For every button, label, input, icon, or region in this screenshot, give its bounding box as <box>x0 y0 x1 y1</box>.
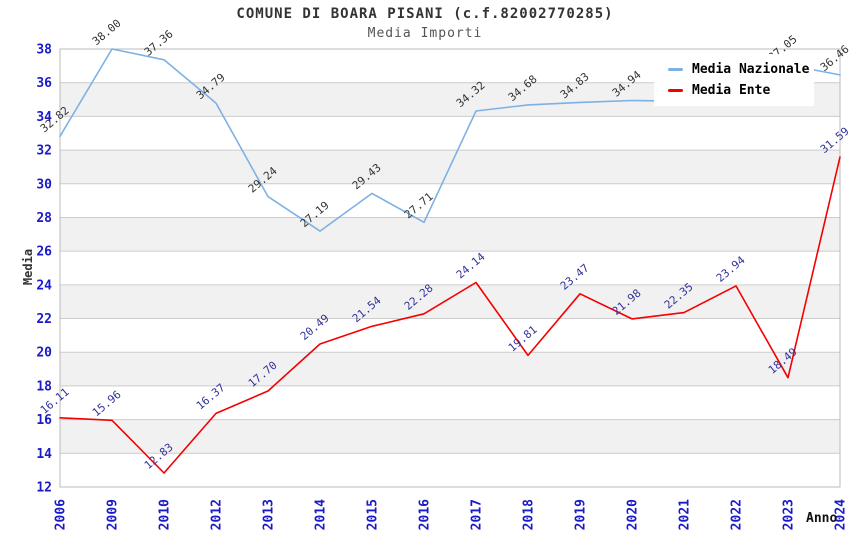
y-tick-label: 14 <box>36 447 52 462</box>
data-label: 24.14 <box>454 250 488 281</box>
y-tick-label: 36 <box>36 76 52 91</box>
y-tick-label: 22 <box>36 312 52 327</box>
y-tick-label: 34 <box>36 110 52 125</box>
plot-band <box>60 284 840 319</box>
x-tick-label: 2016 <box>418 499 433 530</box>
y-tick-label: 16 <box>36 413 52 428</box>
plot-band <box>60 217 840 252</box>
data-label: 36.46 <box>818 43 850 74</box>
data-label: 19.81 <box>506 323 540 354</box>
chart-title: COMUNE DI BOARA PISANI (c.f.82002770285) <box>236 6 614 22</box>
x-tick-label: 2021 <box>678 499 693 530</box>
x-tick-label: 2023 <box>782 499 797 530</box>
x-tick-label: 2015 <box>366 499 381 530</box>
media-nazionale-line-swatch-icon <box>668 68 683 71</box>
y-tick-label: 32 <box>36 144 52 159</box>
x-tick-label: 2022 <box>730 499 745 530</box>
x-tick-label: 2010 <box>158 499 173 530</box>
chart-subtitle: Media Importi <box>367 26 483 41</box>
legend-label-media-nazionale: Media Nazionale <box>692 62 810 77</box>
x-tick-label: 2024 <box>834 499 849 530</box>
legend-item-media-nazionale: Media Nazionale <box>668 59 814 80</box>
y-tick-label: 20 <box>36 346 52 361</box>
y-axis-title: Media <box>21 248 35 286</box>
legend: Media Nazionale Media Ente <box>654 54 814 106</box>
x-tick-label: 2019 <box>574 499 589 530</box>
plot-band <box>60 352 840 386</box>
x-tick-label: 2013 <box>262 499 277 530</box>
data-label: 37.36 <box>142 27 176 58</box>
x-tick-label: 2018 <box>522 499 537 530</box>
media-ente-line-swatch-icon <box>668 89 683 92</box>
x-tick-label: 2012 <box>210 499 225 530</box>
data-label: 15.96 <box>90 388 124 419</box>
y-tick-label: 12 <box>36 481 52 496</box>
y-tick-label: 26 <box>36 245 52 260</box>
data-label: 27.71 <box>402 190 436 221</box>
y-tick-label: 28 <box>36 211 52 226</box>
x-tick-label: 2009 <box>106 499 121 530</box>
y-tick-label: 30 <box>36 177 52 192</box>
series-line-media-ente <box>59 156 841 474</box>
y-tick-label: 24 <box>36 278 52 293</box>
x-tick-label: 2020 <box>626 499 641 530</box>
x-tick-label: 2017 <box>470 499 485 530</box>
data-label: 38.00 <box>90 17 124 48</box>
data-label: 23.94 <box>714 253 748 284</box>
y-tick-label: 38 <box>36 43 52 58</box>
plot-border <box>59 48 841 488</box>
legend-item-media-ente: Media Ente <box>668 80 814 101</box>
y-tick-label: 18 <box>36 379 52 394</box>
plot-band <box>60 419 840 454</box>
x-axis-title: Anno <box>806 511 838 526</box>
x-tick-label: 2014 <box>314 499 329 530</box>
legend-label-media-ente: Media Ente <box>692 83 771 98</box>
x-tick-label: 2006 <box>54 499 69 530</box>
